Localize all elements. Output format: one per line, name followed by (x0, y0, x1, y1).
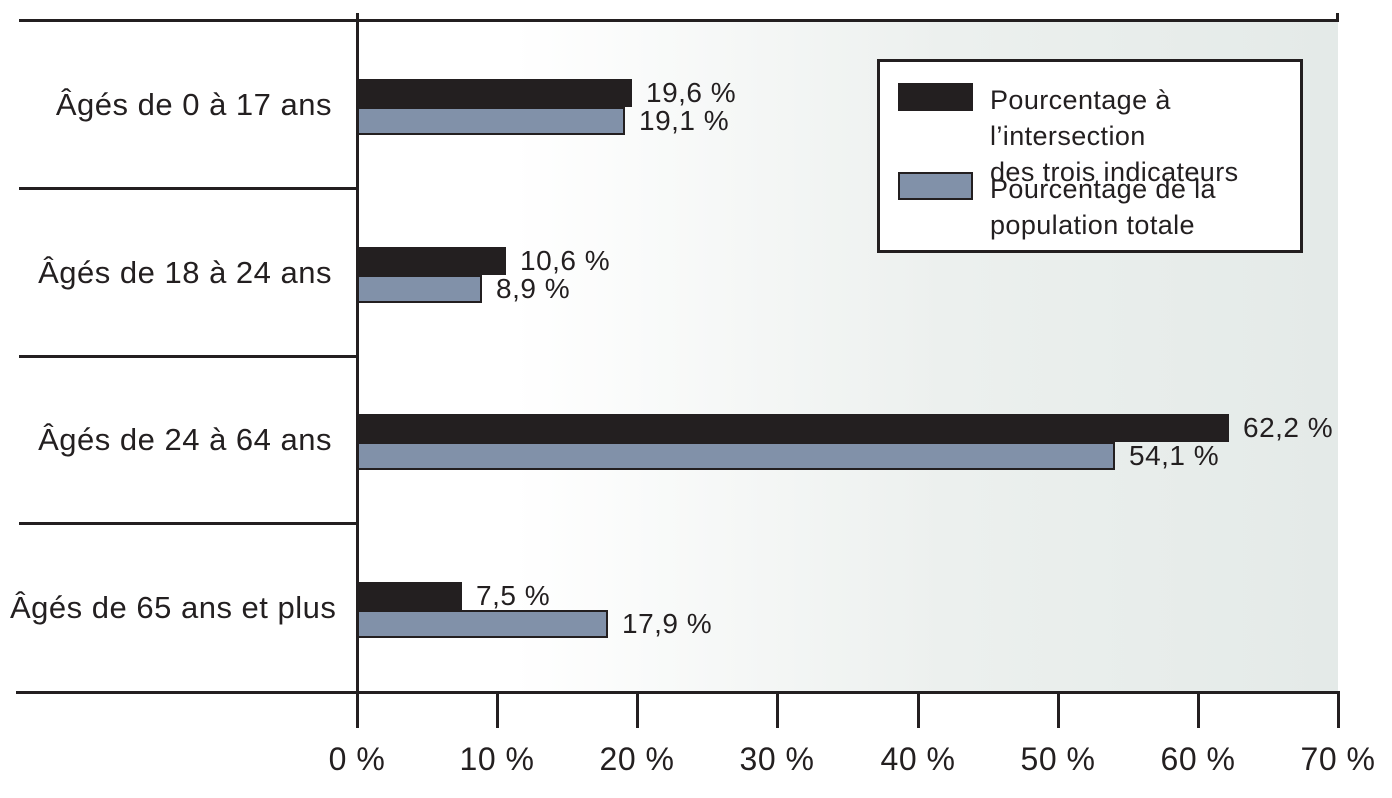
top-right-tick (1336, 13, 1339, 22)
x-axis-tick-label: 30 % (739, 741, 815, 777)
x-axis-tick-label: 70 % (1300, 741, 1376, 777)
legend-label-intersection: Pourcentage à l’intersection des trois i… (990, 82, 1290, 190)
x-axis-tick-label: 40 % (880, 741, 956, 777)
x-axis-tick (1337, 693, 1340, 728)
legend-label-line: Pourcentage de la (990, 174, 1216, 204)
bar-population (357, 275, 482, 303)
bar-population (357, 610, 608, 638)
value-label: 17,9 % (622, 608, 713, 639)
category-label: Âgés de 24 à 64 ans (38, 422, 332, 457)
x-axis-line (16, 691, 1340, 694)
x-axis-tick-label: 0 % (328, 741, 386, 777)
category-label: Âgés de 18 à 24 ans (38, 255, 332, 290)
value-label: 19,1 % (639, 105, 730, 136)
legend-label-population: Pourcentage de la population totale (990, 171, 1290, 243)
value-label: 10,6 % (520, 245, 611, 276)
bar-intersection (357, 79, 632, 107)
legend-swatch-intersection (898, 83, 973, 111)
x-axis-tick (1057, 693, 1060, 728)
bar-population (357, 107, 625, 135)
x-axis-tick (776, 693, 779, 728)
bar-intersection (357, 414, 1229, 442)
row-separator (19, 522, 357, 525)
legend-label-line: Pourcentage à l’intersection (990, 85, 1171, 151)
category-label: Âgés de 0 à 17 ans (55, 87, 332, 122)
value-label: 54,1 % (1129, 440, 1220, 471)
x-axis-tick (636, 693, 639, 728)
x-axis-tick (1197, 693, 1200, 728)
top-rule (19, 19, 1339, 22)
row-separator (19, 187, 357, 190)
x-axis-tick-label: 60 % (1160, 741, 1236, 777)
value-label: 7,5 % (476, 580, 551, 611)
x-axis-tick-label: 50 % (1020, 741, 1096, 777)
bar-intersection (357, 247, 506, 275)
category-label: Âgés de 65 ans et plus (10, 590, 337, 625)
bar-intersection (357, 582, 462, 610)
category-axis-line (356, 13, 359, 728)
row-separator (19, 355, 357, 358)
legend: Pourcentage à l’intersection des trois i… (877, 59, 1303, 253)
legend-label-line: population totale (990, 210, 1195, 240)
value-label: 19,6 % (646, 77, 737, 108)
x-axis-tick (917, 693, 920, 728)
legend-label-line: des trois indicateurs (990, 157, 1239, 187)
x-axis-tick-label: 20 % (599, 741, 675, 777)
legend-swatch-population (898, 172, 973, 200)
value-label: 8,9 % (496, 273, 571, 304)
x-axis-tick-label: 10 % (459, 741, 535, 777)
bar-population (357, 442, 1115, 470)
value-label: 62,2 % (1243, 412, 1334, 443)
x-axis-tick (496, 693, 499, 728)
